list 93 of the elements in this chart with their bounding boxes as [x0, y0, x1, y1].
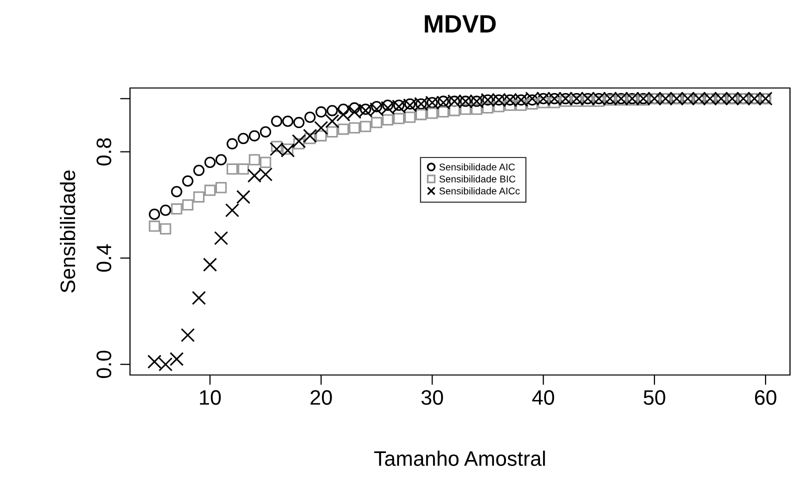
point [202, 258, 218, 272]
point [302, 128, 318, 143]
point [293, 116, 305, 128]
point [393, 112, 405, 124]
point [325, 114, 340, 128]
point [238, 163, 249, 175]
y-tick-label: 0.0 [96, 350, 112, 378]
point [504, 100, 516, 111]
point [182, 175, 194, 187]
point [315, 106, 327, 118]
point [215, 154, 227, 166]
point [426, 108, 438, 119]
point [226, 138, 238, 150]
point [192, 290, 206, 305]
point [314, 120, 328, 135]
point [582, 96, 594, 107]
point [226, 163, 238, 175]
point [382, 114, 394, 126]
point [148, 220, 160, 232]
point [371, 116, 382, 128]
x-tick-label: 40 [532, 390, 554, 405]
point [382, 100, 394, 111]
point [560, 96, 572, 107]
point [193, 164, 205, 176]
point [326, 104, 338, 116]
y-axis-title: Sensibilidade [60, 170, 76, 293]
point [571, 96, 582, 107]
point [304, 112, 316, 123]
x-tick-label: 60 [755, 390, 776, 405]
point [548, 96, 560, 108]
point [148, 208, 160, 220]
point [238, 132, 249, 144]
point [538, 96, 549, 108]
x-tick-label: 20 [310, 390, 332, 405]
point [438, 106, 449, 118]
point [160, 204, 172, 216]
point [438, 96, 449, 107]
point [193, 191, 205, 203]
y-tick-label: 0.4 [96, 244, 112, 272]
point [360, 120, 372, 132]
point [236, 190, 250, 204]
point [526, 98, 538, 110]
x-tick-label: 10 [200, 390, 221, 405]
point [326, 126, 338, 138]
point [271, 140, 282, 152]
x-tick-label: 50 [644, 390, 666, 405]
point [338, 104, 349, 115]
point [248, 154, 260, 166]
x-tick-label: 30 [421, 390, 443, 405]
point [248, 130, 260, 142]
legend-label: Sensibilidade BIC [439, 175, 516, 182]
point [493, 100, 505, 112]
point [460, 104, 472, 115]
point [293, 138, 305, 150]
point [348, 102, 360, 114]
x-axis-title: Tamanho Amostral [374, 450, 545, 466]
point [404, 98, 416, 110]
point [282, 116, 294, 127]
point [404, 112, 416, 123]
point [214, 231, 228, 246]
point [170, 352, 184, 366]
point [338, 124, 349, 135]
point [171, 186, 182, 198]
point [448, 104, 460, 116]
point [215, 182, 227, 194]
point [304, 132, 316, 144]
point [204, 156, 216, 168]
point [393, 100, 405, 111]
point [180, 328, 195, 342]
point [593, 96, 605, 107]
point [260, 126, 272, 138]
y-tick-label: 0.8 [96, 138, 112, 166]
point [526, 94, 538, 106]
point [415, 108, 427, 120]
point [360, 104, 372, 115]
point [225, 203, 240, 218]
legend-label: Sensibilidade AICc [439, 187, 520, 194]
point [348, 122, 360, 134]
point [171, 203, 182, 215]
point [482, 102, 494, 114]
chart-title: MDVD [424, 15, 496, 32]
point [515, 100, 527, 111]
point [371, 100, 382, 112]
point [204, 184, 216, 196]
point [182, 199, 194, 211]
point [471, 104, 482, 115]
point [260, 156, 272, 168]
point [282, 143, 294, 155]
point [292, 134, 306, 148]
legend-label: Sensibilidade AIC [439, 163, 515, 170]
point [271, 116, 282, 127]
point [315, 130, 327, 142]
point [160, 223, 172, 234]
